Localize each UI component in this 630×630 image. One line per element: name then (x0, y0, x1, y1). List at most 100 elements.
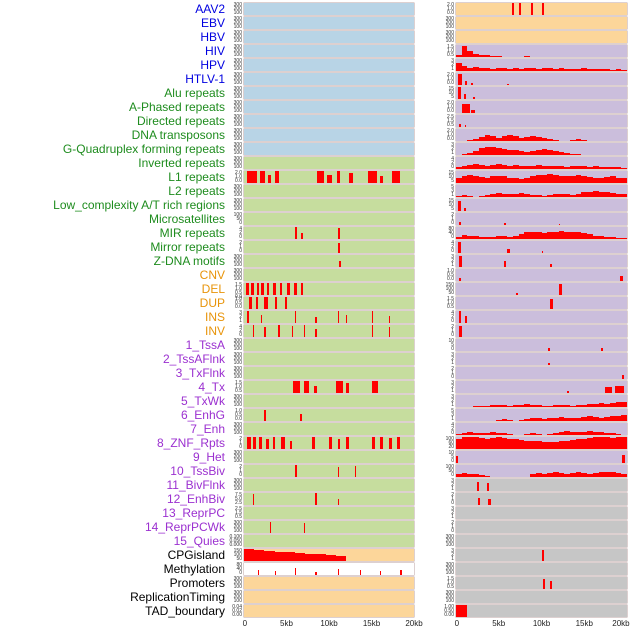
area-sample (547, 67, 553, 72)
y-tick-label: 100 (233, 486, 242, 492)
area-sample (484, 438, 491, 450)
area-sample (513, 439, 519, 450)
area-sample (552, 150, 559, 156)
y-tick-label: 1.5 (447, 576, 454, 582)
y-tick-label: 0 (451, 164, 454, 170)
area-sample (478, 433, 485, 436)
area-sample (513, 235, 519, 240)
y-tick-label: 200 (233, 272, 242, 278)
y-tick-label: 0 (239, 220, 242, 226)
area-sample (461, 65, 468, 72)
area-sample (604, 236, 610, 240)
y-tick-label: 300 (233, 366, 242, 372)
data-bar (541, 550, 544, 562)
data-bar (459, 311, 462, 324)
area-sample (558, 193, 565, 198)
y-tick-label: 1.0 (235, 408, 242, 414)
data-bar (256, 282, 260, 296)
y-axis-ticks-left: 1.0 0.5 0.0 (228, 408, 244, 422)
area-sample (490, 193, 496, 198)
y-tick-label: 1.5 (235, 380, 242, 386)
y-tick-label: 2.5 (235, 500, 242, 506)
y-tick-label: 0 (451, 346, 454, 352)
y-tick-label: 2.0 (447, 128, 454, 134)
y-tick-label: 1.5 (447, 118, 454, 124)
area-sample (490, 136, 496, 142)
area-sample (535, 56, 542, 58)
track-label: HIV (204, 44, 225, 58)
y-tick-label: 300 (445, 16, 454, 22)
area-sample (507, 236, 514, 240)
y-tick-label: 0.0 (447, 108, 454, 114)
y-tick-label: 1 (451, 514, 454, 520)
y-axis-ticks-left: 300 200 100 (228, 339, 244, 352)
area-sample (530, 150, 536, 156)
area-sample (530, 404, 536, 408)
y-tick-label: 300 (445, 534, 454, 540)
x-tick-label: 15kb (575, 619, 593, 628)
y-tick-label: 0.0 (447, 276, 454, 282)
area-sample (478, 148, 485, 156)
area-sample (552, 441, 559, 450)
data-bar (621, 454, 626, 464)
track-row-13-reprpc: 13_ReprPC 2.5 1.5 0.5 3 2 1 (0, 506, 630, 520)
y-axis-ticks-right: 80 40 0 (414, 226, 456, 240)
y-tick-label: 300 (233, 450, 242, 456)
data-bar (354, 466, 357, 478)
data-bar (295, 226, 298, 240)
area-sample (524, 232, 531, 240)
y-tick-label: 80 (448, 226, 454, 232)
data-bar (380, 436, 383, 450)
y-tick-label: 0.0 (235, 416, 242, 422)
track-panel-left (244, 310, 414, 324)
track-panel-left (244, 464, 414, 478)
y-tick-label: 3 (451, 548, 454, 554)
data-bar (293, 380, 301, 394)
area-sample (495, 68, 502, 72)
area-sample (552, 165, 559, 170)
area-sample (484, 165, 491, 170)
area-series (456, 409, 627, 422)
y-tick-label: 100 (233, 94, 242, 100)
y-tick-label: 2 (451, 520, 454, 526)
y-tick-label: 0.000 (229, 542, 242, 548)
area-sample (564, 440, 571, 450)
y-tick-label: 1.0 (447, 76, 454, 82)
y-axis-ticks-left: 300 200 100 (228, 590, 244, 604)
area-sample (604, 192, 610, 198)
y-tick-label: 1.0 (447, 132, 454, 138)
area-sample (552, 231, 559, 240)
y-axis-ticks-left: 300 200 100 (228, 143, 244, 156)
y-axis-ticks-left: 80 40 0 (228, 563, 244, 576)
y-tick-label: 200 (233, 202, 242, 208)
area-sample (467, 406, 474, 408)
y-tick-label: 2 (451, 492, 454, 498)
area-sample (530, 176, 536, 184)
data-bar (317, 170, 324, 184)
data-bar (388, 438, 392, 450)
y-axis-ticks-right: 100 60 20 (414, 437, 456, 450)
track-panel-left (244, 240, 414, 254)
data-bar (380, 570, 382, 576)
data-bar (272, 282, 277, 296)
area-series (456, 436, 627, 450)
track-panel-right (456, 590, 627, 604)
y-axis-ticks-left: 300 200 100 (228, 157, 244, 170)
track-row-promoters: Promoters 300 200 100 1.5 1.0 0.5 (0, 576, 630, 590)
track-panel-right (456, 380, 627, 394)
area-sample (609, 402, 616, 408)
track-row-hiv: HIV 300 200 100 1.5 1.0 0.5 (0, 44, 630, 58)
y-tick-label: 100 (233, 164, 242, 170)
track-row-11-bivflnk: 11_BivFlnk 300 200 100 3 2 1 (0, 478, 630, 492)
track-label: INV (204, 324, 225, 338)
area-sample (507, 420, 514, 422)
y-tick-label: 10 (448, 338, 454, 344)
area-sample (530, 473, 536, 478)
area-sample (484, 194, 491, 198)
y-tick-label: 3 (451, 58, 454, 64)
data-bar (550, 580, 552, 590)
y-tick-label: 300 (233, 100, 242, 106)
y-tick-label: 300 (233, 590, 242, 596)
track-row-1-tssa: 1_TssA 300 200 100 10 5 0 (0, 338, 630, 352)
y-tick-label: 3 (451, 142, 454, 148)
